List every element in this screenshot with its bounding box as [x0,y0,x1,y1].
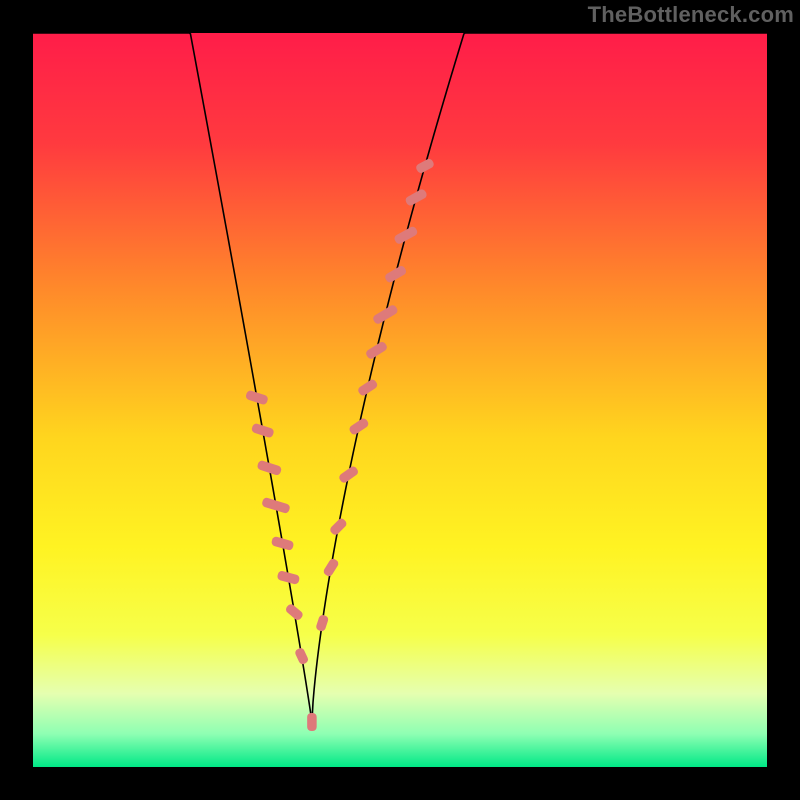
watermark-text: TheBottleneck.com [588,2,794,28]
curve-marker-bottom [307,713,317,731]
plot-background [33,33,767,767]
